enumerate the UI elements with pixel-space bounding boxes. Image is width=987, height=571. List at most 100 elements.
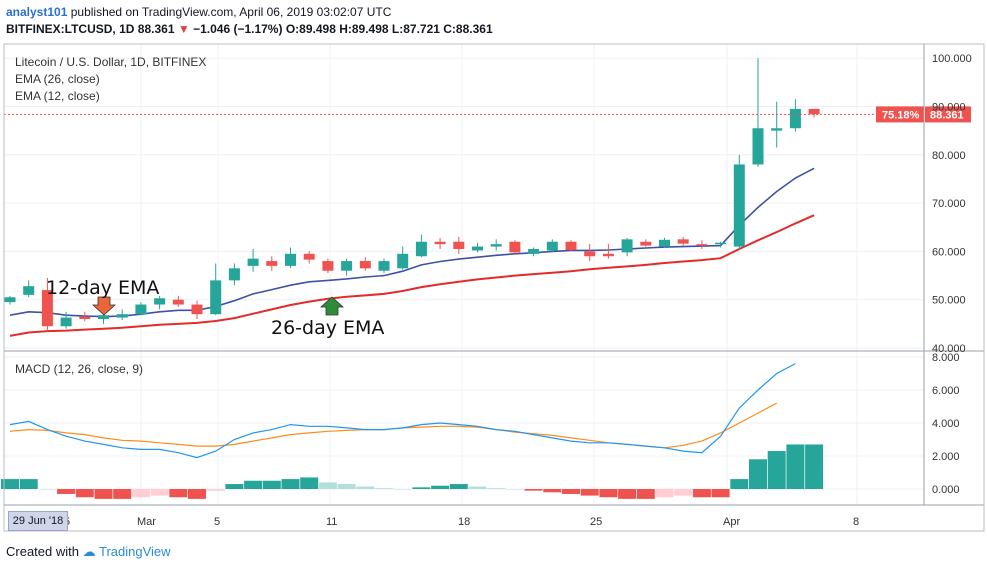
ema26-annotation: 26-day EMA (271, 317, 385, 339)
last-price-badge (925, 106, 971, 123)
macd-histogram-bar (505, 489, 524, 490)
macd-tick-label: 8.000 (932, 352, 960, 364)
macd-tick-label: 0.000 (932, 484, 960, 496)
candle-body (266, 261, 278, 266)
candle-body (434, 241, 446, 245)
time-tick-label: Mar (137, 516, 156, 528)
macd-histogram-bar (113, 489, 132, 499)
ema12-legend: EMA (12, close) (15, 89, 100, 103)
symbol-line: BITFINEX:LTCUSD, 1D 88.361 ▼ −1.046 (−1.… (6, 22, 493, 36)
footer: Created with ☁ TradingView (6, 544, 171, 560)
candle-body (733, 164, 745, 247)
macd-pane-title: MACD (12, 26, close, 9) (15, 362, 144, 376)
pct-badge (876, 106, 924, 123)
time-tick-label: 11 (326, 516, 337, 528)
macd-histogram-bar (692, 489, 711, 498)
macd-histogram-bar (57, 489, 76, 494)
candle-body (659, 239, 670, 247)
candle-body (172, 299, 184, 305)
candle-body (546, 241, 558, 251)
candle-body (322, 261, 334, 271)
candle-body (341, 261, 353, 271)
macd-histogram-bar (318, 482, 337, 489)
price-tick-label: 50.000 (932, 295, 966, 307)
macd-histogram-bar (412, 487, 431, 489)
macd-histogram-bar (188, 489, 206, 499)
ema26-legend: EMA (26, close) (15, 72, 100, 86)
candle-body (490, 244, 502, 247)
macd-histogram-bar (562, 489, 580, 494)
candle-body (154, 298, 166, 305)
macd-tick-label: 2.000 (932, 451, 960, 463)
candle-body (415, 241, 427, 257)
ema12-arrow-icon (91, 296, 117, 316)
candle-body (359, 261, 371, 269)
time-tick-label: Apr (723, 516, 740, 528)
candle-body (808, 108, 820, 115)
time-tick-label: 25 (590, 516, 602, 528)
macd-histogram-bar (19, 479, 38, 489)
symbol-label: BITFINEX:LTCUSD, 1D (6, 22, 135, 36)
candle-body (789, 108, 801, 129)
macd-tick-label: 6.000 (932, 385, 960, 397)
macd-histogram-bar (543, 489, 562, 493)
price-tick-label: 100.000 (932, 53, 972, 65)
candle-body (303, 253, 315, 260)
macd-histogram-bar (150, 489, 169, 496)
price-tick-label: 40.000 (932, 343, 966, 355)
candle-body (4, 297, 16, 303)
macd-histogram-bar (94, 489, 113, 499)
candle-body (60, 317, 72, 327)
candle-body (41, 290, 53, 327)
candle-body (472, 246, 483, 251)
down-arrow-icon: ▼ (177, 22, 190, 36)
macd-histogram-bar (524, 489, 543, 491)
author-link[interactable]: analyst101 (6, 5, 68, 19)
macd-tick-label: 4.000 (932, 418, 960, 430)
macd-histogram-bar (169, 489, 188, 498)
candle-body (509, 241, 521, 253)
pct-badge-text: 75.18% (882, 109, 920, 121)
ema26-line (9, 214, 815, 337)
macd-histogram-bar (225, 484, 244, 489)
macd-histogram-bar (131, 489, 150, 498)
macd-histogram-bar (449, 484, 468, 489)
tradingview-brand[interactable]: TradingView (99, 544, 171, 559)
tradingview-logo-icon: ☁ (82, 544, 96, 559)
macd-histogram-bar (375, 488, 393, 489)
candle-body (285, 253, 296, 266)
macd-histogram-bar (786, 444, 805, 489)
macd-histogram-bar (281, 479, 300, 489)
candle-body (397, 253, 409, 269)
date-badge: 29 Jun '18 (8, 511, 68, 531)
macd-signal-line (9, 402, 777, 449)
macd-histogram-bar (580, 489, 599, 496)
ema26-arrow-icon (319, 296, 345, 316)
chart-frame (3, 43, 985, 532)
macd-histogram-bar (38, 489, 57, 490)
candle-body (640, 241, 652, 246)
candle-body (378, 261, 390, 271)
candle-body (715, 242, 727, 245)
macd-histogram-bar (356, 486, 375, 489)
candle-body (23, 286, 35, 295)
price-tick-label: 60.000 (932, 246, 966, 258)
candle-body (621, 239, 633, 253)
candle-body (584, 251, 596, 257)
macd-histogram-bar (655, 489, 674, 498)
candle-body (453, 241, 465, 249)
candle-body (79, 316, 91, 320)
candle-body (528, 248, 540, 254)
macd-histogram-bar (337, 484, 356, 489)
candle-body (247, 258, 259, 266)
publish-line: analyst101 published on TradingView.com,… (6, 5, 391, 19)
candle-body (191, 304, 203, 315)
time-tick-label: 5 (214, 516, 220, 528)
candle-body (228, 268, 240, 281)
candle-body (116, 314, 128, 318)
macd-histogram-bar (393, 489, 412, 490)
candle-body (677, 239, 689, 244)
macd-histogram-bar (767, 451, 786, 489)
last-price: 88.361 (137, 22, 175, 36)
